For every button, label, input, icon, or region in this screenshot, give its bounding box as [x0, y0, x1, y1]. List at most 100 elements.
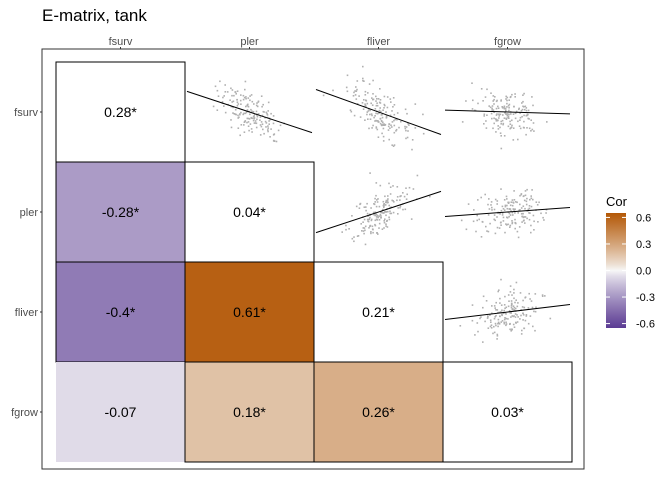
scatter-point [380, 217, 382, 219]
scatter-point [237, 117, 239, 119]
scatter-point [366, 202, 368, 205]
scatter-point [252, 110, 255, 113]
scatter-point [391, 126, 393, 128]
scatter-point [243, 121, 246, 123]
scatter-point [348, 228, 350, 230]
scatter-point [387, 125, 390, 128]
scatter-point [528, 212, 530, 214]
scatter-point [514, 316, 517, 318]
scatter-point [396, 112, 399, 114]
scatter-point [519, 194, 521, 197]
scatter-point [506, 217, 509, 219]
scatter-point [416, 174, 419, 177]
scatter-point [530, 231, 532, 234]
scatter-point [247, 105, 250, 108]
scatter-point [382, 123, 384, 126]
scatter-point [507, 116, 509, 119]
scatter-point [374, 224, 377, 227]
scatter-point [484, 193, 486, 196]
scatter-point [404, 125, 406, 128]
scatter-point [429, 195, 431, 198]
scatter-point [531, 96, 533, 98]
scatter-point [399, 195, 401, 198]
scatter-point [392, 211, 395, 214]
scatter-point [393, 119, 395, 122]
scatter-point [510, 312, 512, 314]
scatter-point [514, 117, 517, 120]
scatter-point [505, 117, 507, 120]
scatter-point [249, 99, 251, 102]
scatter-point [495, 107, 498, 110]
scatter-point [269, 136, 271, 138]
scatter-point [389, 212, 391, 215]
scatter-point [512, 127, 515, 129]
x-tick-label-fsurv: fsurv [109, 36, 133, 48]
scatter-point [223, 95, 225, 97]
scatter-point [378, 109, 381, 112]
scatter-point [365, 206, 367, 208]
scatter-point [507, 115, 510, 118]
legend-tick-label: 0.6 [636, 212, 651, 224]
scatter-point [383, 107, 385, 109]
scatter-point [491, 209, 493, 211]
scatter-point [380, 110, 382, 113]
scatter-point [522, 319, 524, 321]
scatter-point [360, 223, 362, 225]
scatter-point [518, 108, 520, 111]
scatter-point [402, 208, 404, 211]
scatter-point [240, 111, 242, 114]
scatter-point [480, 236, 483, 238]
scatter-point [465, 228, 468, 231]
scatter-point [508, 208, 511, 210]
scatter-point [267, 110, 269, 112]
scatter-point [405, 137, 407, 140]
scatter-point [355, 98, 358, 100]
scatter-point [500, 278, 502, 281]
scatter-point [509, 96, 512, 99]
scatter-point [519, 116, 522, 119]
scatter-point [500, 135, 502, 137]
scatter-point [375, 119, 377, 122]
scatter-point [251, 100, 254, 103]
scatter-point [514, 301, 516, 304]
scatter-point [527, 109, 530, 112]
scatter-point [511, 211, 514, 214]
scatter-point [497, 322, 499, 325]
scatter-point [381, 228, 384, 230]
scatter-point [366, 113, 368, 116]
scatter-point [460, 219, 463, 222]
scatter-point [523, 114, 525, 117]
scatter-point [232, 106, 234, 109]
scatter-point [513, 315, 515, 317]
scatter-point [361, 102, 364, 104]
scatter-point [381, 120, 383, 123]
scatter-point [229, 99, 231, 101]
scatter-point [534, 293, 537, 295]
scatter-point [545, 212, 547, 214]
scatter-point [332, 89, 334, 92]
scatter-point [494, 232, 497, 235]
scatter-point [353, 236, 355, 238]
scatter-point [484, 320, 486, 323]
scatter-point [221, 101, 224, 103]
scatter-point [233, 94, 235, 97]
scatter-point [236, 104, 239, 107]
scatter-point [367, 215, 369, 217]
scatter-point [363, 218, 366, 221]
scatter-point [386, 96, 389, 98]
scatter-point [506, 113, 509, 115]
scatter-point [362, 77, 364, 80]
scatter-point [493, 218, 495, 221]
y-tick-label-fgrow: fgrow [11, 407, 38, 419]
scatter-point [506, 204, 508, 207]
scatter-point [493, 317, 496, 320]
scatter-point [232, 100, 235, 103]
scatter-point [523, 327, 526, 330]
scatter-point [223, 105, 225, 107]
scatter-point [501, 320, 504, 322]
scatter-point [512, 315, 514, 318]
scatter-point [508, 215, 510, 218]
scatter-point [388, 123, 390, 125]
scatter-point [490, 321, 492, 323]
